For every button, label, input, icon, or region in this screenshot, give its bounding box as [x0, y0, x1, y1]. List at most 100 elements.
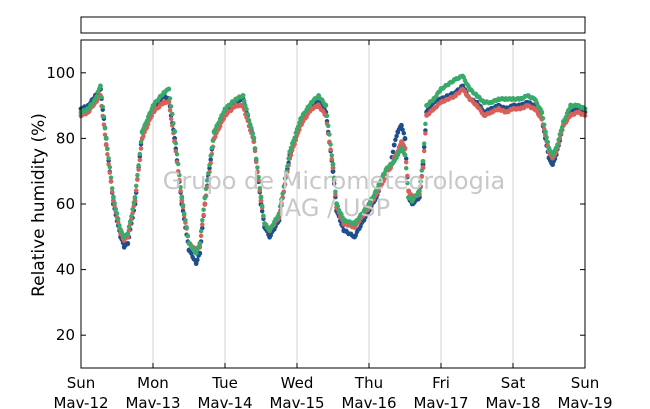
- data-point: [532, 96, 537, 102]
- data-point: [453, 93, 458, 99]
- data-point: [172, 129, 178, 135]
- data-point: [139, 129, 145, 135]
- data-point: [399, 122, 404, 128]
- data-point: [334, 201, 339, 207]
- data-point: [481, 113, 487, 118]
- data-point: [121, 244, 127, 250]
- data-point: [532, 106, 537, 112]
- watermark-line-2: IAG / USP: [278, 194, 390, 222]
- data-point: [341, 227, 347, 233]
- data-point: [417, 188, 422, 194]
- x-tick-label-date: Mav-12: [53, 394, 108, 409]
- data-point: [402, 152, 408, 158]
- data-point: [517, 96, 523, 102]
- data-point: [399, 139, 404, 145]
- data-point: [384, 165, 390, 171]
- data-point: [409, 198, 415, 204]
- data-point: [525, 93, 530, 99]
- x-tick-label-day: Mon: [137, 374, 169, 392]
- data-point: [406, 195, 411, 200]
- x-tick-label-date: Mav-15: [269, 394, 324, 409]
- data-point: [395, 129, 401, 135]
- x-tick-label-date: Mav-14: [197, 394, 252, 409]
- data-point: [496, 106, 501, 112]
- data-point: [211, 129, 217, 135]
- data-point: [568, 113, 573, 118]
- data-point: [233, 96, 239, 102]
- x-axis: Sun Mav-12 Mon Mav-13 Tue Mav-14 Wed Mav-15 Thu M…: [53, 40, 613, 409]
- y-tick-label: 40: [56, 261, 75, 279]
- data-point: [93, 96, 98, 102]
- data-point: [161, 99, 167, 105]
- data-point: [118, 227, 123, 233]
- data-point: [298, 116, 303, 122]
- data-point: [424, 103, 429, 108]
- data-point: [240, 93, 246, 99]
- data-point: [546, 145, 552, 151]
- x-tick-label-date: Mav-18: [485, 394, 540, 409]
- data-point: [125, 231, 131, 236]
- data-point: [510, 96, 516, 102]
- data-point: [438, 99, 444, 105]
- data-point: [575, 103, 581, 108]
- data-point: [568, 103, 573, 108]
- data-point: [460, 86, 465, 92]
- data-point: [111, 195, 116, 200]
- data-point: [330, 165, 336, 171]
- data-point: [543, 129, 548, 135]
- x-tick-label-day: Tue: [211, 374, 238, 392]
- data-point: [517, 106, 523, 112]
- watermark: Grupo de Micrometeorologia IAG / USP: [163, 167, 505, 222]
- data-point: [373, 188, 379, 194]
- data-point: [481, 99, 487, 105]
- data-point: [474, 103, 480, 108]
- data-point: [503, 109, 509, 115]
- data-point: [352, 221, 357, 227]
- data-point: [489, 99, 494, 105]
- data-point: [258, 195, 264, 200]
- data-point: [553, 145, 559, 151]
- data-point: [121, 237, 127, 243]
- data-point: [103, 142, 109, 148]
- data-point: [316, 93, 321, 99]
- data-point: [179, 198, 185, 204]
- data-point: [330, 168, 336, 174]
- data-point: [399, 145, 404, 151]
- data-point: [406, 188, 411, 194]
- x-tick-label-date: Mav-17: [413, 394, 468, 409]
- data-point: [424, 113, 429, 118]
- data-point: [222, 106, 228, 112]
- data-point: [539, 109, 545, 115]
- data-point: [575, 109, 581, 115]
- y-axis-title: Relative humidity (%): [29, 113, 49, 297]
- data-point: [132, 195, 138, 200]
- x-tick-label-day: Wed: [281, 374, 314, 392]
- data-point: [166, 86, 172, 92]
- data-point: [431, 106, 437, 112]
- data-point: [287, 149, 293, 154]
- x-tick-label-day: Thu: [354, 374, 383, 392]
- y-axis: 20 40 60 80 100: [46, 64, 585, 344]
- data-point: [258, 198, 264, 204]
- data-point: [402, 136, 408, 141]
- data-point: [366, 201, 372, 207]
- data-point: [431, 96, 437, 102]
- data-point: [103, 136, 109, 141]
- data-point: [489, 109, 494, 115]
- data-point: [352, 234, 357, 240]
- data-point: [121, 234, 127, 240]
- y-tick-label: 100: [46, 64, 75, 82]
- legend-box: [80, 16, 586, 34]
- data-point: [150, 103, 156, 108]
- data-point: [125, 240, 131, 246]
- data-point: [391, 142, 397, 148]
- data-point: [550, 152, 555, 158]
- data-point: [316, 103, 321, 108]
- data-point: [276, 211, 282, 217]
- data-point: [503, 96, 509, 102]
- data-point: [467, 96, 473, 102]
- x-tick-label-day: Sun: [571, 374, 600, 392]
- data-point: [525, 103, 530, 108]
- data-point: [474, 93, 480, 99]
